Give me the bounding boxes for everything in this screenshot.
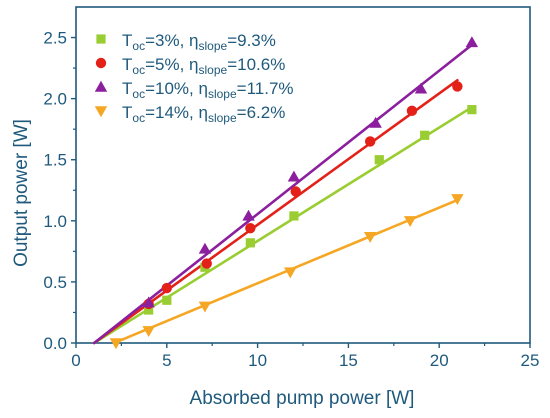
data-point-series-1 (467, 105, 477, 115)
legend-marker-1 (96, 34, 106, 44)
legend-label-2: Toc=5%, ηslope=10.6% (122, 55, 285, 77)
data-point-series-4 (198, 301, 212, 313)
legend-marker-4 (94, 106, 108, 118)
x-tick-label: 5 (162, 351, 171, 370)
fit-line-series-4 (112, 198, 459, 345)
data-point-series-2 (452, 81, 463, 92)
x-tick-label: 15 (339, 351, 358, 370)
y-axis-label: Output power [W] (11, 119, 32, 267)
fit-line-series-3 (92, 43, 474, 345)
data-point-series-2 (364, 136, 376, 147)
legend-label-3: Toc=10%, ηslope=11.7% (122, 79, 294, 101)
data-point-series-3 (142, 296, 155, 308)
data-point-series-4 (142, 326, 155, 337)
y-tick-label: 0.5 (43, 273, 67, 292)
y-tick-label: 1.0 (43, 212, 67, 231)
fit-line-series-2 (92, 79, 459, 345)
y-tick-label: 1.5 (43, 151, 67, 170)
y-tick-label: 0.0 (43, 334, 67, 353)
data-point-series-1 (374, 155, 384, 165)
data-point-series-3 (414, 82, 428, 94)
data-point-series-3 (198, 242, 212, 254)
data-point-series-3 (465, 36, 479, 48)
fit-line-series-1 (92, 105, 474, 345)
data-point-series-2 (406, 105, 418, 117)
data-point-series-2 (245, 222, 256, 234)
x-axis-label: Absorbed pump power [W] (190, 388, 415, 409)
data-markers (109, 36, 479, 350)
legend-marker-3 (94, 80, 108, 92)
data-point-series-3 (369, 116, 382, 128)
data-point-series-2 (201, 258, 212, 269)
axis-ticks: 0 5 10 15 20 25 0.0 0.5 1.0 1.5 2.0 2.5 (43, 29, 539, 370)
data-point-series-2 (161, 282, 172, 294)
data-point-series-1 (144, 305, 154, 315)
data-point-series-4 (403, 216, 417, 228)
data-point-series-4 (451, 194, 464, 206)
data-point-series-1 (420, 130, 430, 140)
data-point-series-4 (284, 267, 297, 279)
data-point-series-1 (162, 295, 172, 305)
data-point-series-4 (109, 338, 123, 350)
legend-label-1: Toc=3%, ηslope=9.3% (122, 31, 276, 53)
data-point-series-3 (287, 170, 301, 182)
fit-lines (92, 43, 474, 345)
data-point-series-3 (242, 209, 255, 221)
legend-label-4: Toc=14%, ηslope=6.2% (122, 103, 285, 125)
legend-marker-2 (95, 57, 107, 69)
x-tick-label: 20 (430, 351, 449, 370)
data-point-series-1 (245, 238, 255, 248)
x-tick-label: 10 (248, 351, 267, 370)
x-tick-label: 25 (521, 351, 540, 370)
legend: Toc=3%, ηslope=9.3%Toc=5%, ηslope=10.6%T… (94, 31, 294, 125)
data-point-series-4 (363, 232, 377, 243)
data-point-series-1 (289, 211, 299, 221)
y-tick-label: 2.0 (43, 90, 67, 109)
y-tick-label: 2.5 (43, 29, 67, 48)
x-tick-label: 0 (71, 351, 80, 370)
data-point-series-2 (290, 186, 301, 197)
